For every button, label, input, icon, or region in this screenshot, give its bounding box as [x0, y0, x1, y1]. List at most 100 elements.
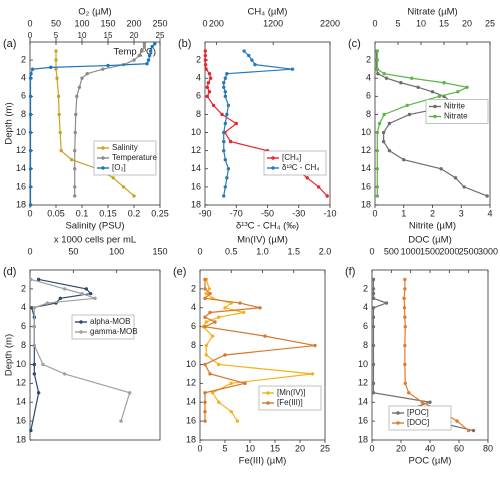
- data-point: [88, 291, 93, 296]
- x-axis-title: DOC (µM): [408, 235, 451, 246]
- x-tick-label: 1200: [263, 18, 283, 28]
- data-point: [462, 185, 466, 189]
- data-point: [150, 44, 154, 49]
- data-point: [222, 194, 226, 198]
- x-tick-label: 50: [68, 246, 78, 256]
- data-point: [32, 362, 37, 367]
- y-tick-label: 14: [361, 163, 371, 173]
- data-point: [207, 71, 212, 76]
- y-tick-label: 8: [363, 340, 368, 350]
- data-point: [371, 291, 376, 296]
- x-tick-label: -70: [230, 208, 243, 218]
- data-point: [430, 90, 435, 94]
- x-tick-label: 25: [156, 31, 165, 40]
- y-tick-label: 12: [16, 378, 26, 388]
- x-tick-label: 2: [430, 208, 435, 218]
- data-point: [456, 90, 460, 94]
- data-point: [32, 343, 37, 348]
- legend-marker: [271, 166, 275, 170]
- data-point: [217, 362, 221, 367]
- legend-marker: [396, 411, 400, 415]
- data-point: [204, 291, 208, 296]
- x-tick-label: 1.0: [256, 246, 269, 256]
- legend-label: [Fe(III)]: [277, 398, 303, 407]
- data-point: [203, 58, 207, 62]
- data-point: [121, 185, 126, 189]
- data-point: [223, 90, 228, 94]
- data-point: [407, 391, 411, 395]
- data-point: [399, 81, 403, 85]
- data-point: [402, 158, 406, 162]
- panel-label: (b): [178, 38, 191, 50]
- series-line: [29, 43, 156, 205]
- data-point: [213, 320, 217, 324]
- data-point: [73, 185, 77, 189]
- data-point: [32, 372, 37, 376]
- data-point: [205, 85, 209, 89]
- data-point: [371, 343, 376, 348]
- data-point: [325, 194, 329, 198]
- x-tick-label: 0: [197, 443, 202, 453]
- legend-marker: [101, 156, 105, 160]
- y-tick-label: 4: [191, 302, 196, 312]
- data-point: [32, 324, 37, 329]
- data-point: [403, 343, 407, 348]
- data-point: [229, 381, 233, 386]
- data-point: [203, 296, 207, 301]
- x-tick-label: 10: [416, 18, 426, 28]
- y-tick-label: 18: [16, 199, 26, 209]
- x-axis-title: Fe(III) (µM): [239, 456, 287, 467]
- y-tick-label: 10: [186, 359, 196, 369]
- panel-label: (e): [173, 266, 186, 278]
- data-point: [148, 49, 153, 53]
- x-tick-label: 4: [487, 208, 492, 218]
- legend-marker: [433, 104, 437, 109]
- data-point: [223, 94, 228, 99]
- data-point: [403, 324, 407, 329]
- x-tick-label: 250: [152, 18, 167, 28]
- panel-label: (d): [3, 266, 16, 278]
- data-point: [222, 130, 226, 135]
- data-point: [222, 81, 226, 85]
- data-point: [242, 310, 246, 315]
- x-axis-title: Mn(IV) (µM): [237, 235, 288, 246]
- data-point: [54, 49, 58, 53]
- data-point: [106, 63, 110, 68]
- data-point: [210, 334, 215, 338]
- y-tick-label: 18: [186, 434, 196, 444]
- y-tick-label: 16: [186, 415, 196, 425]
- x-axis-title: Salinity (PSU): [65, 221, 124, 232]
- y-tick-label: 2: [363, 283, 368, 293]
- data-point: [132, 194, 136, 198]
- x-tick-label: 1000: [401, 246, 421, 256]
- x-tick-label: 2.0: [319, 246, 332, 256]
- y-tick-label: 10: [16, 359, 26, 369]
- data-point: [382, 112, 386, 117]
- data-point: [437, 94, 442, 99]
- data-point: [119, 419, 123, 423]
- y-tick-label: 6: [366, 91, 371, 101]
- y-tick-label: 4: [21, 73, 26, 83]
- data-point: [41, 362, 45, 367]
- data-point: [28, 130, 33, 135]
- x-tick-label: 20: [295, 443, 305, 453]
- y-tick-label: 14: [186, 397, 196, 407]
- data-point: [203, 277, 207, 282]
- y-tick-label: 8: [366, 109, 371, 119]
- legend-label: Nitrate: [444, 112, 468, 121]
- legend-marker: [271, 156, 275, 160]
- data-point: [58, 130, 62, 135]
- data-point: [28, 94, 33, 99]
- x-tick-label: 0.05: [47, 208, 65, 218]
- data-point: [49, 65, 53, 70]
- data-point: [229, 409, 233, 414]
- data-point: [217, 400, 221, 404]
- data-point: [223, 76, 228, 80]
- y-tick-label: 8: [191, 340, 196, 350]
- data-point: [420, 400, 424, 404]
- y-tick-label: 10: [361, 127, 371, 137]
- x-tick-label: 3000: [478, 246, 498, 256]
- data-point: [375, 58, 379, 62]
- data-point: [32, 306, 37, 310]
- x-tick-label: 2000: [439, 246, 459, 256]
